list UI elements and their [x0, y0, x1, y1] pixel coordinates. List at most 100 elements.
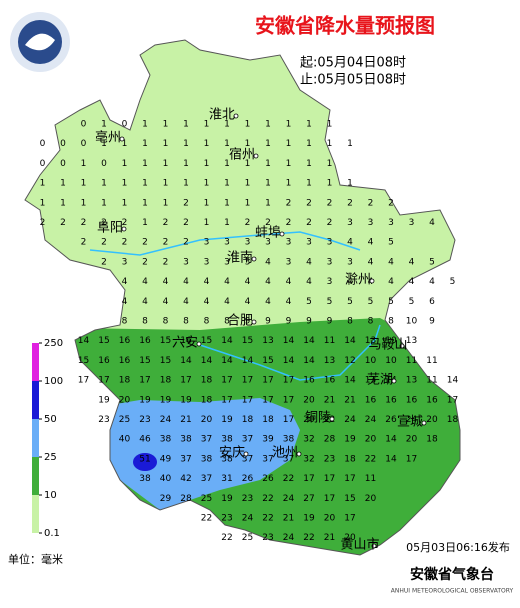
grid-value: 1 — [122, 139, 128, 149]
grid-value: 4 — [224, 297, 230, 307]
grid-value: 20 — [344, 533, 356, 543]
grid-value: 14 — [344, 336, 356, 346]
grid-value: 0 — [60, 139, 66, 149]
grid-value: 1 — [101, 120, 107, 130]
grid-value: 9 — [286, 317, 292, 327]
city-label: 宣城 — [397, 414, 423, 430]
grid-value: 1 — [224, 198, 230, 208]
agency-en: ANHUI METEOROLOGICAL OBSERVATORY — [391, 588, 514, 595]
grid-value: 0 — [40, 159, 46, 169]
grid-value: 14 — [283, 336, 295, 346]
legend-swatch — [32, 495, 39, 533]
grid-value: 22 — [324, 415, 335, 425]
grid-value: 38 — [221, 454, 233, 464]
grid-value: 2 — [327, 198, 333, 208]
grid-value: 0 — [81, 120, 87, 130]
city-dot — [296, 451, 302, 457]
grid-value: 3 — [327, 238, 333, 248]
grid-value: 14 — [180, 356, 192, 366]
grid-value: 25 — [201, 494, 212, 504]
grid-value: 17 — [283, 415, 294, 425]
grid-value: 4 — [204, 277, 210, 287]
grid-value: 1 — [163, 139, 169, 149]
grid-value: 17 — [139, 376, 150, 386]
city-dot — [399, 343, 405, 349]
grid-value: 13 — [406, 376, 417, 386]
grid-value: 37 — [180, 454, 191, 464]
grid-value: 3 — [245, 257, 251, 267]
city-label: 铜陵 — [305, 411, 331, 426]
grid-value: 14 — [283, 356, 295, 366]
grid-value: 37 — [201, 435, 212, 445]
grid-value: 1 — [265, 159, 271, 169]
grid-value: 4 — [183, 277, 189, 287]
unit-label: 单位：毫米 — [8, 552, 63, 566]
grid-value: 17 — [221, 395, 232, 405]
grid-value: 11 — [426, 356, 437, 366]
grid-value: 6 — [429, 297, 435, 307]
grid-value: 4 — [409, 277, 415, 287]
grid-value: 1 — [204, 179, 210, 189]
grid-value: 1 — [183, 179, 189, 189]
grid-value: 4 — [265, 257, 271, 267]
grid-value: 1 — [327, 159, 333, 169]
grid-value: 18 — [119, 376, 131, 386]
legend-label: 100 — [44, 376, 63, 387]
city-dot — [371, 543, 377, 549]
grid-value: 1 — [142, 198, 148, 208]
issued: 05月03日06:16发布 — [406, 540, 510, 554]
grid-value: 1 — [265, 139, 271, 149]
grid-value: 2 — [142, 238, 148, 248]
grid-value: 18 — [262, 415, 274, 425]
grid-value: 37 — [242, 454, 253, 464]
grid-value: 2 — [306, 218, 312, 228]
grid-value: 24 — [365, 415, 377, 425]
grid-value: 15 — [242, 336, 253, 346]
grid-value: 4 — [224, 277, 230, 287]
grid-value: 16 — [180, 336, 192, 346]
grid-value: 1 — [183, 159, 189, 169]
grid-value: 2 — [286, 198, 292, 208]
grid-value: 17 — [283, 395, 294, 405]
grid-value: 22 — [283, 474, 294, 484]
city-dot — [421, 420, 427, 426]
grid-value: 1 — [245, 139, 251, 149]
grid-value: 17 — [180, 376, 191, 386]
city-dot — [196, 341, 202, 347]
grid-value: 15 — [78, 356, 89, 366]
city-label: 池州 — [272, 446, 298, 461]
grid-value: 2 — [163, 218, 169, 228]
grid-value: 22 — [221, 533, 232, 543]
grid-value: 2 — [122, 218, 128, 228]
grid-value: 22 — [262, 494, 273, 504]
grid-value: 13 — [365, 336, 376, 346]
city-label: 合肥 — [227, 314, 253, 329]
grid-value: 0 — [40, 139, 46, 149]
grid-value: 25 — [242, 533, 253, 543]
grid-value: 4 — [265, 297, 271, 307]
grid-value: 1 — [163, 120, 169, 130]
grid-value: 24 — [242, 514, 254, 524]
legend-label: 0.1 — [44, 528, 60, 539]
grid-value: 38 — [160, 435, 172, 445]
grid-value: 1 — [327, 179, 333, 189]
grid-value: 8 — [204, 317, 210, 327]
grid-value: 17 — [303, 474, 314, 484]
grid-value: 8 — [388, 317, 394, 327]
grid-value: 1 — [286, 120, 292, 130]
legend-label: 10 — [44, 490, 57, 501]
grid-value: 1 — [265, 198, 271, 208]
grid-value: 3 — [368, 218, 374, 228]
city-dot — [119, 136, 125, 142]
grid-value: 14 — [221, 356, 233, 366]
grid-value: 18 — [201, 376, 213, 386]
grid-value: 17 — [324, 494, 335, 504]
grid-value: 1 — [224, 218, 230, 228]
grid-value: 1 — [306, 120, 312, 130]
grid-value: 38 — [221, 435, 233, 445]
grid-value: 40 — [160, 474, 172, 484]
grid-value: 14 — [385, 376, 397, 386]
grid-value: 3 — [183, 257, 189, 267]
grid-value: 14 — [385, 454, 397, 464]
grid-value: 5 — [368, 297, 374, 307]
